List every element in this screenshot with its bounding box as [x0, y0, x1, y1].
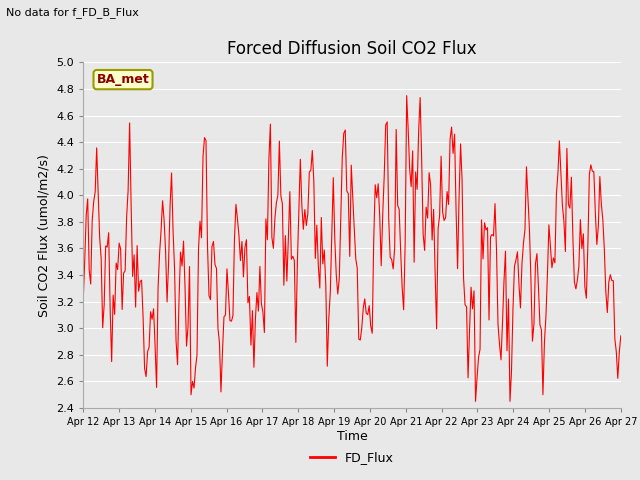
Text: BA_met: BA_met — [97, 73, 149, 86]
Y-axis label: Soil CO2 Flux (umol/m2/s): Soil CO2 Flux (umol/m2/s) — [38, 154, 51, 317]
Title: Forced Diffusion Soil CO2 Flux: Forced Diffusion Soil CO2 Flux — [227, 40, 477, 58]
X-axis label: Time: Time — [337, 430, 367, 443]
Legend: FD_Flux: FD_Flux — [305, 446, 399, 469]
Text: No data for f_FD_B_Flux: No data for f_FD_B_Flux — [6, 7, 140, 18]
